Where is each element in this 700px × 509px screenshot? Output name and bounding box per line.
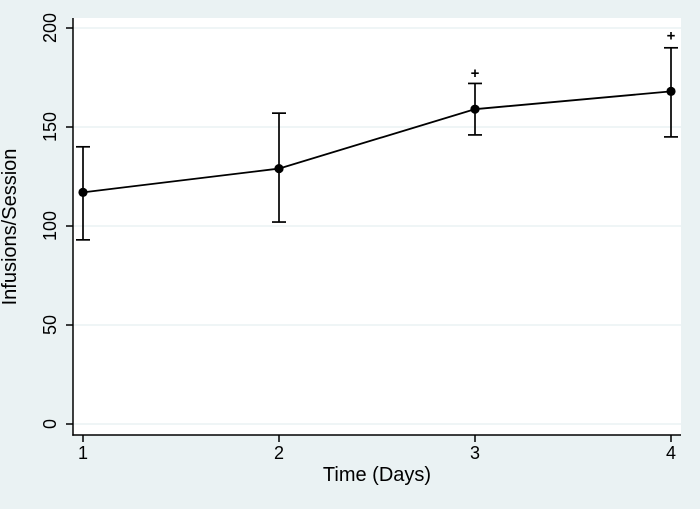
data-point-marker [274, 163, 284, 174]
y-tick-label: 200 [40, 13, 60, 43]
data-point-marker [78, 187, 88, 197]
x-tick-label: 3 [470, 443, 480, 463]
y-axis-title: Infusions/Session [0, 149, 21, 306]
y-tick-label: 150 [40, 112, 60, 142]
x-tick-label: 1 [78, 443, 88, 463]
significance-marker: + [667, 27, 676, 44]
data-point-marker [470, 104, 480, 114]
data-point-marker [666, 86, 676, 96]
y-tick-label: 100 [40, 211, 60, 241]
y-tick-label: 0 [40, 419, 60, 429]
series-line [82, 90, 672, 194]
x-tick-label: 2 [274, 443, 284, 463]
y-tick-label: 50 [40, 315, 60, 335]
x-axis-title: Time (Days) [323, 464, 431, 486]
significance-marker: + [471, 65, 480, 82]
x-tick-label: 4 [666, 443, 676, 463]
